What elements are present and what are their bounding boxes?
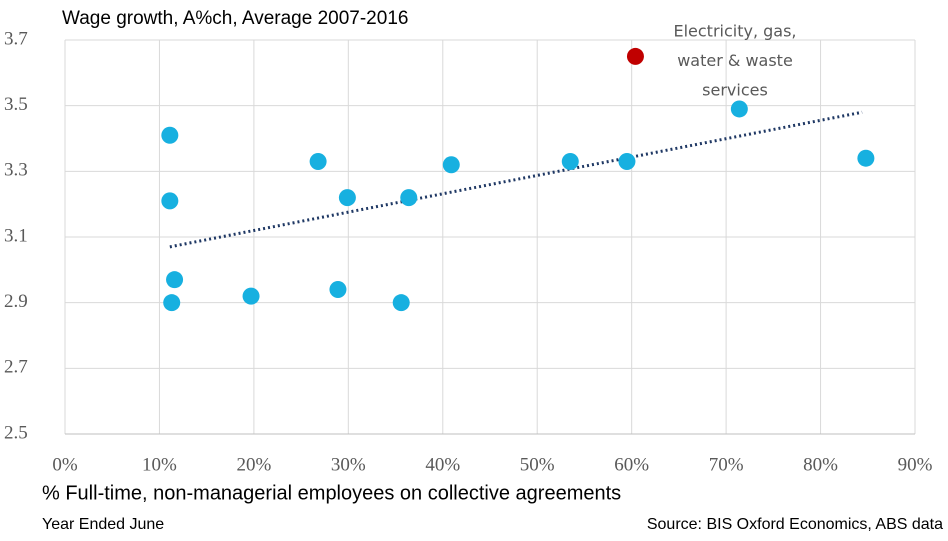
point xyxy=(166,271,184,289)
y-tick-label: 3.5 xyxy=(4,94,28,115)
x-tick-label: 10% xyxy=(142,454,177,475)
point xyxy=(242,287,260,305)
point xyxy=(400,189,418,207)
point xyxy=(338,189,356,207)
point xyxy=(626,47,644,65)
annotation: water & waste xyxy=(677,51,793,70)
y-tick-label: 2.5 xyxy=(4,422,28,443)
point xyxy=(309,152,327,170)
x-tick-label: 0% xyxy=(52,454,78,475)
x-tick-label: 50% xyxy=(520,454,555,475)
source: Source: BIS Oxford Economics, ABS data xyxy=(647,516,943,533)
y-tick-label: 3.3 xyxy=(4,160,28,181)
point xyxy=(329,281,347,299)
footnote: Year Ended June xyxy=(42,516,164,533)
annotation: services xyxy=(702,81,768,100)
point xyxy=(561,152,579,170)
y-tick-label: 2.9 xyxy=(4,291,28,312)
y-tick-label: 3.1 xyxy=(4,225,28,246)
x-tick-label: 90% xyxy=(898,454,933,475)
point xyxy=(392,294,410,312)
annotation: Electricity, gas, xyxy=(673,22,796,41)
trendline xyxy=(169,110,863,249)
x-axis-label: % Full-time, non-managerial employees on… xyxy=(42,482,621,504)
point xyxy=(730,100,748,118)
point xyxy=(161,126,179,144)
x-tick-label: 20% xyxy=(236,454,271,475)
x-tick-label: 70% xyxy=(709,454,744,475)
point xyxy=(161,192,179,210)
x-tick-label: 40% xyxy=(425,454,460,475)
x-tick-label: 80% xyxy=(803,454,838,475)
point xyxy=(442,156,460,174)
x-tick-label: 60% xyxy=(614,454,649,475)
point xyxy=(618,152,636,170)
y-tick-label: 3.7 xyxy=(4,28,28,49)
x-tick-label: 30% xyxy=(331,454,366,475)
chart-title: Wage growth, A%ch, Average 2007-2016 xyxy=(62,8,408,29)
point xyxy=(857,149,875,167)
y-tick-label: 2.7 xyxy=(4,357,28,378)
point xyxy=(163,294,181,312)
